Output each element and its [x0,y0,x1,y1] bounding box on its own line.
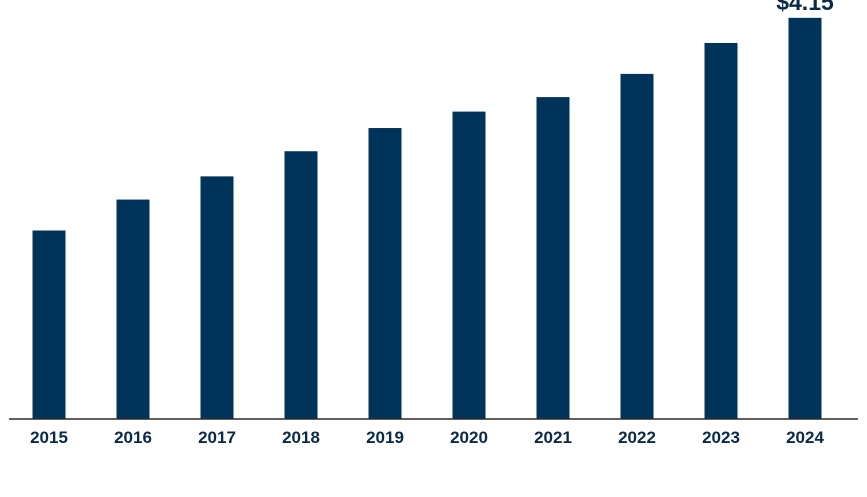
x-tick-label-2020: 2020 [450,428,488,447]
data-labels: $4.15 [776,0,834,15]
x-tick-label-2022: 2022 [618,428,656,447]
bar-2024 [788,17,822,419]
bar-2020 [452,111,486,419]
x-tick-label-2016: 2016 [114,428,152,447]
x-tick-label-2018: 2018 [282,428,320,447]
bar-2017 [200,176,234,419]
bar-2019 [368,128,402,420]
bar-2021 [536,97,570,419]
bar-2016 [116,199,150,419]
x-tick-labels: 2015 2016 2017 2018 2019 2020 2021 2022 2023 2024 [30,428,824,447]
x-tick-label-2015: 2015 [30,428,68,447]
x-tick-label-2024: 2024 [786,428,824,447]
bar-2018 [284,151,318,419]
x-tick-label-2021: 2021 [534,428,572,447]
bar-2015 [32,230,66,419]
bar-2023 [704,42,738,419]
bars-group [32,17,822,420]
data-label-2024: $4.15 [776,0,834,15]
bar-2022 [620,73,654,420]
x-tick-label-2019: 2019 [366,428,404,447]
x-tick-label-2023: 2023 [702,428,740,447]
x-tick-label-2017: 2017 [198,428,236,447]
